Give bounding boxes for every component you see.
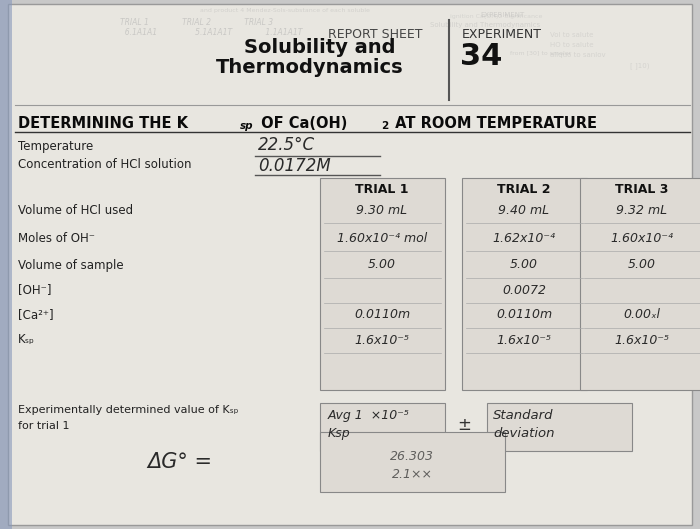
Text: 1.6x10⁻⁵: 1.6x10⁻⁵ (354, 333, 409, 346)
Text: deviation: deviation (493, 427, 554, 440)
Text: Volume of HCl used: Volume of HCl used (18, 204, 133, 216)
Text: 9.30 mL: 9.30 mL (356, 204, 407, 216)
Text: Concentration of HCl solution: Concentration of HCl solution (18, 158, 192, 171)
Text: EXPERIMENT: EXPERIMENT (462, 28, 542, 41)
Text: Standard: Standard (493, 409, 554, 422)
Text: TRIAL 2: TRIAL 2 (497, 183, 551, 196)
Text: aliquo to sanlov: aliquo to sanlov (550, 52, 606, 58)
Text: ignition Ca(OH)2 Significance: ignition Ca(OH)2 Significance (450, 14, 542, 19)
Text: Thermodynamics: Thermodynamics (216, 58, 404, 77)
Text: 1.62x10⁻⁴: 1.62x10⁻⁴ (493, 232, 556, 244)
Bar (462, 178, 587, 390)
Text: HO to salute: HO to salute (550, 42, 594, 48)
Text: Experimentally determined value of Kₛₚ: Experimentally determined value of Kₛₚ (18, 405, 239, 415)
Text: REPORT SHEET: REPORT SHEET (328, 28, 422, 41)
Text: and product 4 Mendez-Sols-substance of each soluble: and product 4 Mendez-Sols-substance of e… (200, 8, 370, 13)
Text: sp: sp (240, 121, 253, 131)
Text: TRIAL 1              TRIAL 2              TRIAL 3: TRIAL 1 TRIAL 2 TRIAL 3 (120, 18, 273, 27)
Text: for trial 1: for trial 1 (18, 421, 69, 431)
Text: EXPERIMENT: EXPERIMENT (480, 12, 524, 18)
Text: 9.40 mL: 9.40 mL (498, 204, 550, 216)
Bar (487, 403, 632, 451)
Text: 26.303: 26.303 (390, 450, 434, 463)
Text: TRIAL 3: TRIAL 3 (615, 183, 668, 196)
Text: Vol to salute: Vol to salute (550, 32, 594, 38)
Text: TRIAL 1: TRIAL 1 (355, 183, 409, 196)
Text: 0.0172M: 0.0172M (258, 157, 330, 175)
Text: 1.6x10⁻⁵: 1.6x10⁻⁵ (496, 333, 552, 346)
Text: [OH⁻]: [OH⁻] (18, 284, 52, 296)
Text: 1.60x10⁻⁴: 1.60x10⁻⁴ (610, 232, 673, 244)
Text: 2: 2 (381, 121, 388, 131)
Text: Kₛₚ: Kₛₚ (18, 333, 35, 346)
Text: 1.60x10⁻⁴ mol: 1.60x10⁻⁴ mol (337, 232, 427, 244)
Text: Solubility and Thermodynamics: Solubility and Thermodynamics (430, 22, 540, 28)
Text: [ ]10): [ ]10) (630, 62, 650, 69)
Text: Moles of OH⁻: Moles of OH⁻ (18, 232, 95, 244)
Text: Solubility and: Solubility and (244, 38, 396, 57)
Text: 0.00ₓl: 0.00ₓl (624, 308, 661, 322)
Text: 0.0072: 0.0072 (502, 284, 546, 296)
Text: 1.6x10⁻⁵: 1.6x10⁻⁵ (615, 333, 669, 346)
Bar (580, 178, 700, 390)
Text: 34: 34 (460, 42, 503, 71)
Text: 0.0110m: 0.0110m (496, 308, 552, 322)
Text: OF Ca(OH): OF Ca(OH) (256, 116, 347, 131)
Text: Ksp: Ksp (328, 427, 351, 440)
Text: ΔG° =: ΔG° = (148, 452, 213, 472)
Text: Temperature: Temperature (18, 140, 93, 153)
Text: 22.5°C: 22.5°C (258, 136, 315, 154)
Text: Avg 1  ×10⁻⁵: Avg 1 ×10⁻⁵ (328, 409, 410, 422)
Text: Volume of sample: Volume of sample (18, 259, 124, 271)
Text: 9.32 mL: 9.32 mL (617, 204, 668, 216)
Text: DETERMINING THE K: DETERMINING THE K (18, 116, 188, 131)
Text: 5.00: 5.00 (628, 259, 656, 271)
Text: AT ROOM TEMPERATURE: AT ROOM TEMPERATURE (390, 116, 597, 131)
Bar (320, 403, 445, 451)
Text: 5.00: 5.00 (510, 259, 538, 271)
Text: from [30] to smoler: from [30] to smoler (510, 50, 571, 55)
Text: 6.1A1A1                5.1A1A1T              1.1A1A1T: 6.1A1A1 5.1A1A1T 1.1A1A1T (120, 28, 302, 37)
Text: 0.0110m: 0.0110m (354, 308, 410, 322)
Bar (0, 0, 12, 529)
Bar (320, 432, 505, 492)
Text: 2.1××: 2.1×× (391, 468, 433, 481)
Text: ±: ± (457, 416, 471, 434)
Text: 5.00: 5.00 (368, 259, 396, 271)
Bar (320, 178, 445, 390)
Text: [Ca²⁺]: [Ca²⁺] (18, 308, 54, 322)
